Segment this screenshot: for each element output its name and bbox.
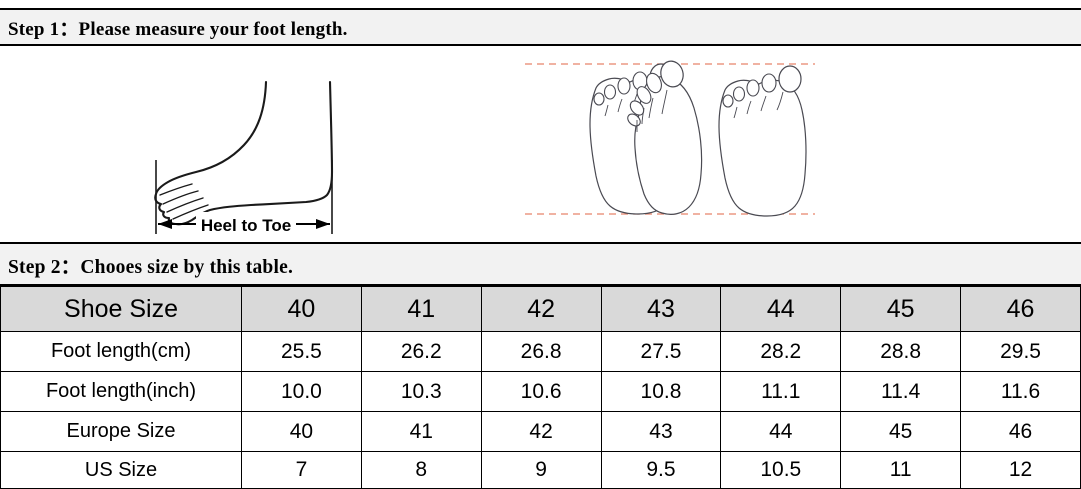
step1-banner: Step 1：Please measure your foot length. <box>0 8 1081 46</box>
table-cell: 25.5 <box>241 331 362 372</box>
table-row: Foot length(inch) 10.0 10.3 10.6 10.8 11… <box>0 371 1081 412</box>
header-size-cell: 41 <box>360 286 482 332</box>
table-cell: 11 <box>840 451 962 489</box>
header-size-cell: 46 <box>960 286 1081 332</box>
table-cell: 28.8 <box>840 331 962 372</box>
table-cell: 11.4 <box>840 371 962 412</box>
table-cell: 43 <box>600 411 722 452</box>
table-cell: 10.8 <box>600 371 722 412</box>
table-cell: 44 <box>720 411 842 452</box>
side-foot-illustration: Heel to Toe <box>118 52 368 242</box>
table-cell: 26.2 <box>360 331 482 372</box>
header-size-cell: 44 <box>720 286 842 332</box>
step1-label: Step 1：Please measure your foot length. <box>8 18 348 40</box>
row-label: Foot length(cm) <box>0 331 242 372</box>
table-row: Foot length(cm) 25.5 26.2 26.8 27.5 28.2… <box>0 331 1081 372</box>
header-shoe-size-label: Shoe Size <box>0 286 242 332</box>
row-label: Europe Size <box>0 411 242 452</box>
step2-label: Step 2：Chooes size by this table. <box>8 256 294 278</box>
table-cell: 9.5 <box>600 451 722 489</box>
table-cell: 9 <box>480 451 602 489</box>
table-cell: 27.5 <box>600 331 722 372</box>
table-row: Europe Size 40 41 42 43 44 45 46 <box>0 411 1081 452</box>
row-label: Foot length(inch) <box>0 371 242 412</box>
table-row: US Size 7 8 9 9.5 10.5 11 12 <box>0 451 1081 489</box>
table-cell: 8 <box>360 451 482 489</box>
table-cell: 42 <box>480 411 602 452</box>
table-cell: 28.2 <box>720 331 842 372</box>
header-size-cell: 40 <box>241 286 362 332</box>
illustration-area: Heel to Toe <box>0 46 1081 242</box>
foot-sole-icon-2 <box>627 60 703 215</box>
foot-sole-icon-3 <box>718 65 807 217</box>
table-cell: 11.1 <box>720 371 842 412</box>
table-cell: 29.5 <box>960 331 1081 372</box>
table-cell: 10.5 <box>720 451 842 489</box>
header-size-cell: 43 <box>600 286 722 332</box>
header-size-cell: 42 <box>480 286 602 332</box>
table-cell: 40 <box>241 411 362 452</box>
table-cell: 7 <box>241 451 362 489</box>
table-cell: 12 <box>960 451 1081 489</box>
table-cell: 11.6 <box>960 371 1081 412</box>
shoe-size-table: Shoe Size 40 41 42 43 44 45 46 Foot leng… <box>0 286 1081 489</box>
table-cell: 10.6 <box>480 371 602 412</box>
soles-illustration <box>520 50 820 235</box>
table-header-row: Shoe Size 40 41 42 43 44 45 46 <box>0 286 1081 332</box>
row-label: US Size <box>0 451 242 489</box>
table-cell: 10.0 <box>241 371 362 412</box>
foot-side-profile-icon: Heel to Toe <box>154 80 334 236</box>
heel-to-toe-caption: Heel to Toe <box>201 216 291 235</box>
table-cell: 46 <box>960 411 1081 452</box>
table-cell: 10.3 <box>360 371 482 412</box>
table-cell: 26.8 <box>480 331 602 372</box>
three-foot-soles-icon <box>525 60 815 217</box>
table-cell: 45 <box>840 411 962 452</box>
step2-banner: Step 2：Chooes size by this table. <box>0 242 1081 286</box>
table-cell: 41 <box>360 411 482 452</box>
header-size-cell: 45 <box>840 286 962 332</box>
